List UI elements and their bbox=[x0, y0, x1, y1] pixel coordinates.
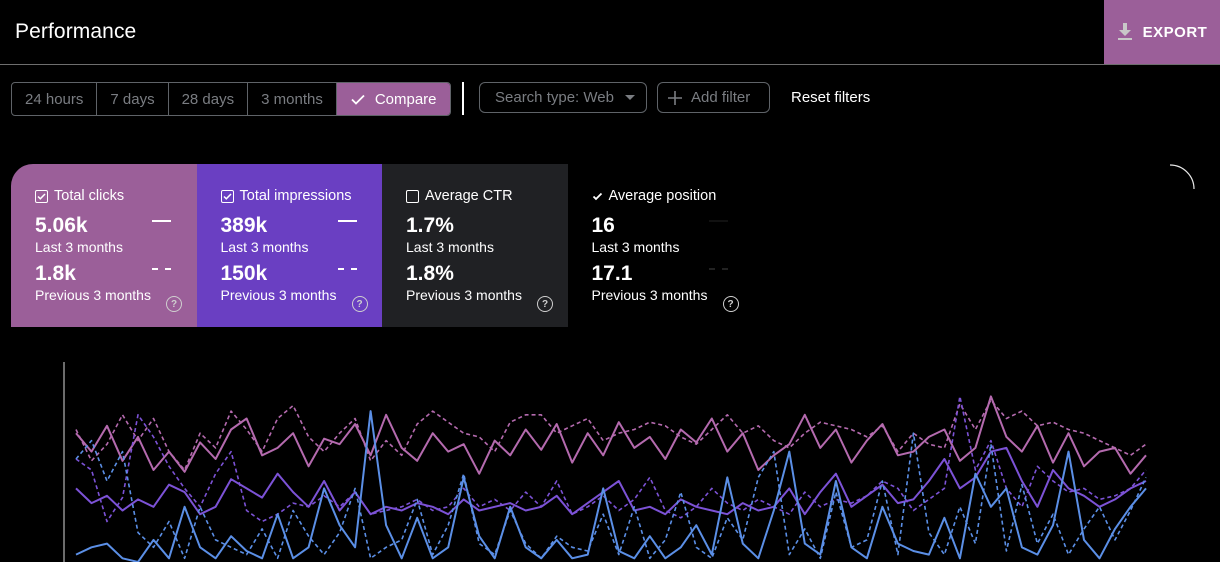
metric-previous-label: Previous 3 months bbox=[35, 287, 151, 303]
dashed-line-legend-icon bbox=[708, 268, 728, 270]
page-title: Performance bbox=[15, 20, 137, 43]
series-line-5 bbox=[75, 432, 1147, 560]
search-type-label: Search type: Web bbox=[495, 89, 614, 106]
add-filter-label: Add filter bbox=[691, 89, 751, 106]
metric-current-value: 16 bbox=[591, 214, 615, 237]
top-bar: Performance EXPORT bbox=[0, 0, 1220, 64]
metric-previous-value: 1.8% bbox=[406, 262, 454, 285]
help-icon[interactable]: ? bbox=[351, 296, 368, 312]
range-28-days[interactable]: 28 days bbox=[169, 83, 249, 115]
metric-previous-value: 17.1 bbox=[591, 262, 633, 285]
help-icon[interactable]: ? bbox=[537, 296, 553, 312]
metric-previous-label: Previous 3 months bbox=[406, 287, 522, 303]
metric-cards: Total clicks 5.06k Last 3 months 1.8k Pr… bbox=[11, 164, 753, 327]
date-range-selector: 24 hours 7 days 28 days 3 months Compare bbox=[11, 82, 451, 116]
decorative-arc bbox=[1169, 164, 1195, 190]
metric-card-average-position[interactable]: Average position 16 Last 3 months 17.1 P… bbox=[567, 164, 753, 327]
toolbar-divider bbox=[462, 82, 464, 115]
metric-current-label: Last 3 months bbox=[591, 239, 680, 255]
metric-current-value: 389k bbox=[220, 214, 268, 237]
metric-previous-value: 1.8k bbox=[35, 262, 76, 285]
plus-icon bbox=[668, 90, 682, 105]
metric-current-label: Last 3 months bbox=[406, 239, 494, 255]
metric-card-total-impressions[interactable]: Total impressions 389k Last 3 months 150… bbox=[196, 164, 382, 327]
range-7-days[interactable]: 7 days bbox=[97, 83, 169, 115]
series-line-2 bbox=[75, 446, 1147, 516]
series-line-3 bbox=[75, 395, 1147, 523]
check-icon bbox=[351, 94, 365, 105]
series-line-4 bbox=[75, 410, 1147, 562]
series-layer bbox=[75, 395, 1147, 562]
export-button[interactable]: EXPORT bbox=[1104, 0, 1220, 64]
checkbox-checked-icon[interactable] bbox=[592, 191, 603, 202]
export-label: EXPORT bbox=[1142, 23, 1208, 41]
dashed-line-legend-icon bbox=[152, 268, 171, 270]
metric-name: Total impressions bbox=[239, 188, 352, 204]
metric-current-value: 1.7% bbox=[406, 214, 454, 237]
series-line-0 bbox=[75, 395, 1147, 475]
metric-previous-label: Previous 3 months bbox=[591, 287, 708, 303]
help-icon[interactable]: ? bbox=[722, 296, 739, 312]
metric-name: Total clicks bbox=[54, 188, 125, 204]
dashed-line-legend-icon bbox=[337, 268, 357, 270]
solid-line-legend-icon bbox=[337, 220, 357, 222]
metric-current-value: 5.06k bbox=[35, 214, 88, 237]
metric-name: Average position bbox=[608, 188, 717, 204]
metric-card-total-clicks[interactable]: Total clicks 5.06k Last 3 months 1.8k Pr… bbox=[11, 164, 197, 327]
solid-line-legend-icon bbox=[152, 220, 171, 222]
reset-filters-link[interactable]: Reset filters bbox=[791, 89, 871, 106]
header-divider bbox=[0, 64, 1220, 65]
compare-label: Compare bbox=[374, 90, 437, 108]
range-24-hours[interactable]: 24 hours bbox=[12, 83, 98, 115]
download-icon bbox=[1117, 23, 1132, 40]
metric-name: Average CTR bbox=[425, 188, 513, 204]
search-type-dropdown[interactable]: Search type: Web bbox=[479, 82, 647, 113]
solid-line-legend-icon bbox=[708, 220, 728, 224]
caret-down-icon bbox=[625, 95, 635, 100]
metric-current-label: Last 3 months bbox=[35, 239, 123, 255]
metric-previous-value: 150k bbox=[220, 262, 268, 285]
help-icon[interactable]: ? bbox=[166, 296, 182, 312]
checkbox-checked-icon[interactable] bbox=[35, 189, 48, 203]
metric-current-label: Last 3 months bbox=[220, 239, 309, 255]
checkbox-checked-icon[interactable] bbox=[220, 189, 234, 203]
checkbox-unchecked-icon[interactable] bbox=[406, 189, 419, 203]
performance-chart bbox=[63, 362, 1147, 562]
compare-button[interactable]: Compare bbox=[336, 83, 450, 115]
add-filter-button[interactable]: Add filter bbox=[657, 82, 770, 113]
metric-previous-label: Previous 3 months bbox=[220, 287, 337, 303]
range-3-months[interactable]: 3 months bbox=[248, 83, 337, 115]
metric-card-average-ctr[interactable]: Average CTR 1.7% Last 3 months 1.8% Prev… bbox=[382, 164, 568, 327]
